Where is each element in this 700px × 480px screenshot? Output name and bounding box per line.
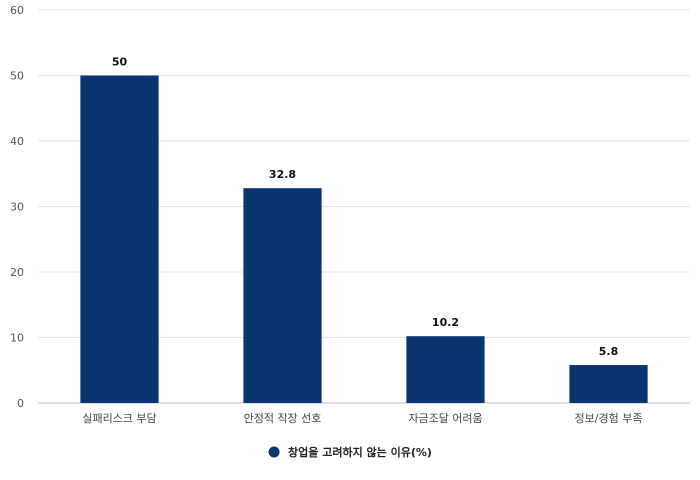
x-axis-categories: 실패리스크 부담 안정적 직장 선호 자금조달 어려움 정보/경험 부족 [82, 412, 642, 425]
legend-marker [268, 446, 280, 458]
y-tick-label: 10 [10, 332, 24, 345]
y-tick-label: 30 [10, 201, 24, 214]
data-label: 50 [112, 56, 128, 69]
y-tick-label: 60 [10, 4, 24, 17]
bars [80, 75, 648, 403]
y-axis-ticks: 0 10 20 30 40 50 60 [10, 4, 24, 410]
y-tick-label: 50 [10, 70, 24, 83]
category-label: 안정적 직장 선호 [244, 412, 322, 425]
data-label: 10.2 [432, 316, 459, 329]
bar [406, 336, 485, 403]
y-tick-label: 20 [10, 266, 24, 279]
data-label: 5.8 [599, 345, 619, 358]
y-tick-label: 0 [17, 397, 24, 410]
y-tick-label: 40 [10, 135, 24, 148]
category-label: 정보/경험 부족 [575, 412, 643, 425]
bar [243, 188, 322, 403]
legend-label: 창업을 고려하지 않는 이유(%) [288, 445, 432, 459]
category-label: 실패리스크 부담 [82, 412, 156, 425]
data-label: 32.8 [269, 168, 296, 181]
category-label: 자금조달 어려움 [408, 412, 482, 425]
data-labels: 50 32.8 10.2 5.8 [112, 56, 618, 359]
bar [569, 365, 648, 403]
bar [80, 75, 159, 403]
legend: 창업을 고려하지 않는 이유(%) [268, 445, 432, 459]
